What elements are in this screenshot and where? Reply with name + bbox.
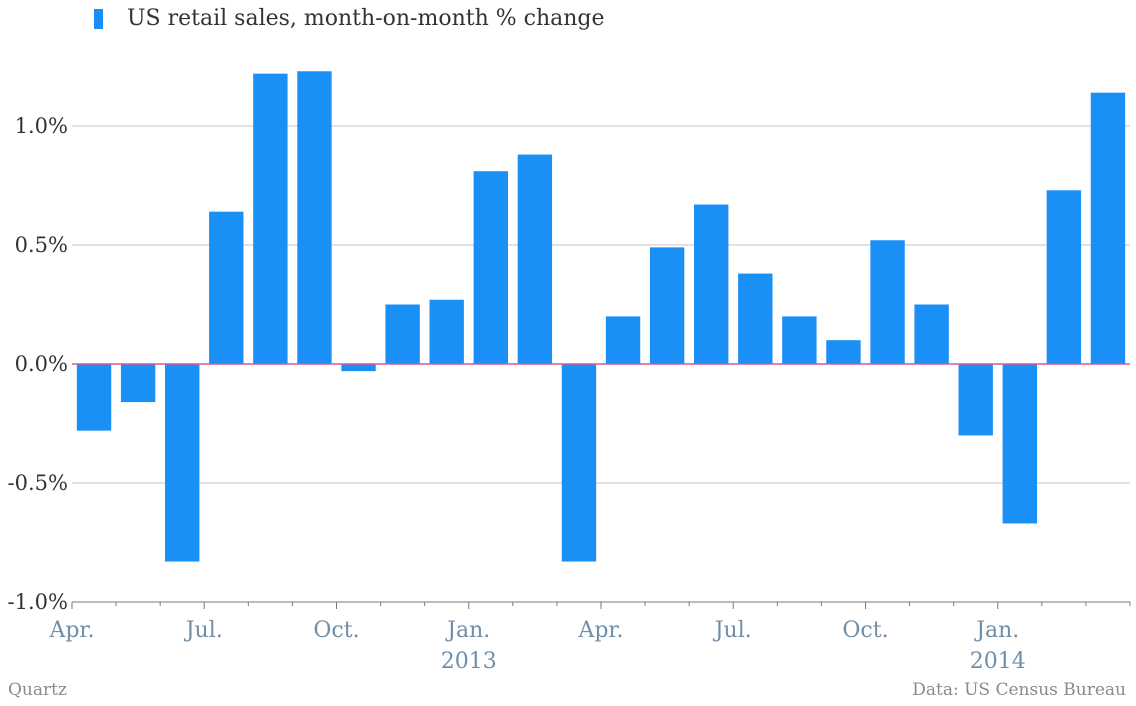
x-tick-label: Apr. [577, 618, 623, 643]
x-tick-label: Jan. [974, 618, 1019, 643]
bar [297, 71, 332, 364]
bar [1002, 364, 1037, 524]
y-tick-label: 0.0% [15, 352, 68, 376]
x-tick-label: Jul. [713, 618, 752, 643]
bar [209, 211, 244, 364]
bar [914, 304, 949, 364]
legend: US retail sales, month-on-month % change [94, 6, 605, 31]
bar [253, 73, 288, 364]
y-tick-label: -1.0% [8, 590, 68, 614]
bar [76, 364, 112, 431]
bar [870, 240, 905, 364]
legend-label: US retail sales, month-on-month % change [127, 6, 605, 31]
credit-label: Quartz [8, 680, 67, 700]
bar [958, 364, 993, 436]
bar [1046, 190, 1082, 364]
y-tick-label: 1.0% [15, 114, 68, 138]
tick-labels: 1.0% 0.5% 0.0% -0.5% -1.0% Apr. Jul. Oct. Jan. 20… [8, 114, 1026, 674]
bar [782, 316, 817, 364]
bar [826, 340, 861, 364]
x-tick-label: Jan. [445, 618, 490, 643]
bar [1090, 92, 1126, 365]
x-tick-label: Jul. [184, 618, 223, 643]
bar [605, 316, 641, 364]
x-tick-label: Apr. [48, 618, 94, 643]
x-year-label: 2013 [441, 649, 497, 674]
y-tick-label: -0.5% [8, 471, 68, 495]
y-tick-label: 0.5% [15, 233, 68, 257]
source-label: Data: US Census Bureau [912, 680, 1126, 700]
bar [120, 364, 156, 403]
bar [694, 204, 729, 364]
legend-swatch [94, 8, 103, 29]
bar [649, 247, 685, 364]
bar [473, 171, 508, 364]
bar [429, 299, 464, 364]
bar [738, 273, 773, 364]
bar [165, 364, 200, 562]
bar [561, 364, 597, 562]
bar [385, 304, 420, 364]
bar [341, 364, 376, 372]
bars [76, 71, 1126, 562]
x-tick-label: Oct. [842, 618, 888, 643]
bar [517, 154, 553, 364]
x-tick-label: Oct. [313, 618, 359, 643]
axes [71, 363, 1131, 609]
x-year-label: 2014 [970, 649, 1026, 674]
